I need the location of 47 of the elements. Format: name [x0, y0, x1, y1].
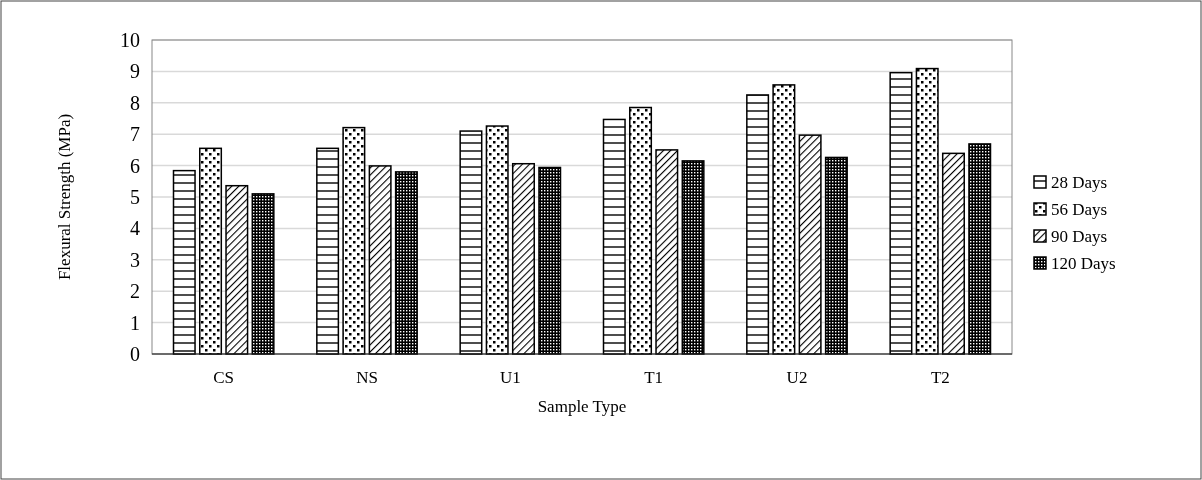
y-tick-label: 7 [130, 123, 140, 146]
bar [915, 67, 939, 355]
y-axis-title: Flexural Strength (MPa) [55, 113, 74, 281]
bar [225, 184, 249, 355]
y-tick-label: 6 [130, 154, 140, 177]
legend-label: 56 Days [1051, 199, 1108, 219]
legend-label: 120 Days [1051, 253, 1116, 273]
y-tick-label: 3 [130, 248, 140, 271]
bar [368, 165, 392, 355]
bar [459, 130, 483, 355]
x-tick-label: U2 [786, 368, 808, 387]
y-tick-label: 10 [120, 29, 140, 51]
x-tick-label: T1 [644, 368, 664, 387]
y-tick-label: 9 [130, 60, 140, 83]
x-tick-label: CS [213, 368, 235, 387]
legend-label: 28 Days [1051, 172, 1108, 192]
y-tick-label: 5 [130, 186, 140, 208]
bar [172, 169, 196, 355]
bar [199, 147, 223, 355]
y-tick-label: 1 [130, 311, 140, 334]
bar [772, 84, 796, 355]
bar [655, 149, 679, 355]
y-tick-label: 0 [130, 343, 140, 365]
bar [316, 147, 340, 355]
x-tick-label: U1 [499, 368, 521, 387]
x-tick-label: NS [356, 368, 378, 387]
y-tick-label: 8 [130, 91, 140, 114]
bar [485, 125, 509, 355]
y-tick-label: 2 [130, 280, 140, 303]
bar [798, 134, 822, 355]
bar [602, 118, 626, 355]
bar [511, 162, 535, 355]
bar [681, 160, 705, 355]
legend-label: 90 Days [1051, 226, 1108, 246]
bar [968, 143, 992, 355]
bar [746, 94, 770, 355]
x-tick-label: T2 [930, 368, 950, 387]
bar [824, 156, 848, 355]
x-axis-title: Sample Type [537, 397, 627, 416]
bar [394, 171, 418, 355]
bar [342, 126, 366, 355]
bar [941, 152, 965, 355]
bar [538, 166, 562, 355]
y-tick-label: 4 [130, 217, 140, 240]
bar [889, 71, 913, 355]
bar [251, 193, 275, 355]
bar [629, 106, 653, 355]
